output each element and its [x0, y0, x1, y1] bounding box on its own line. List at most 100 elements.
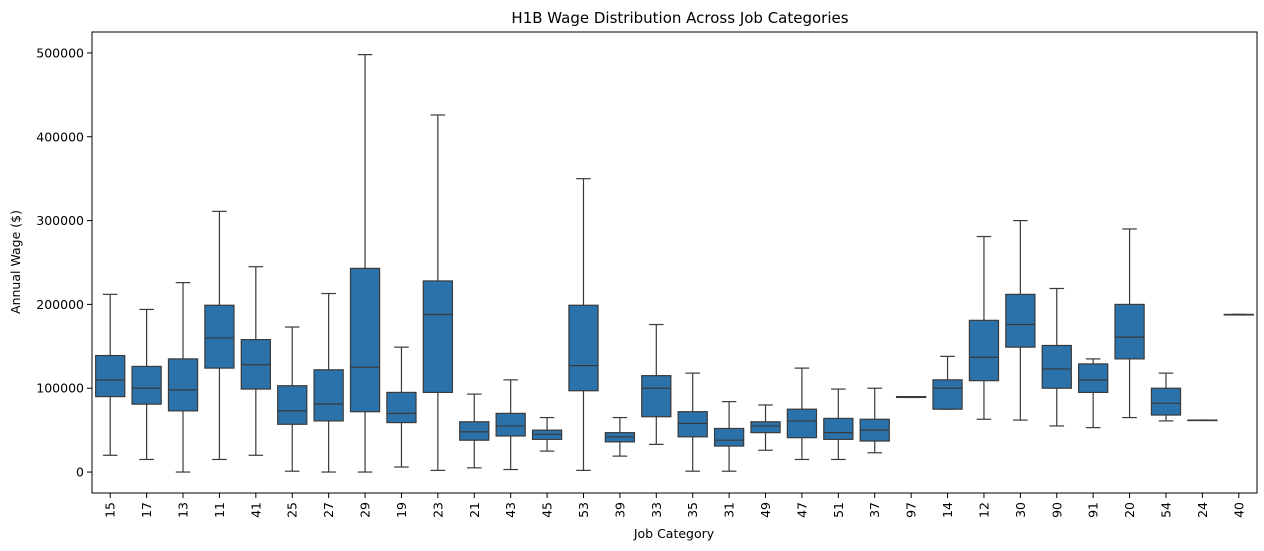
- x-tick-label: 39: [612, 502, 627, 518]
- iqr-box: [459, 421, 490, 441]
- iqr-box: [750, 421, 781, 434]
- iqr-box: [386, 391, 417, 424]
- iqr-box: [349, 267, 381, 413]
- x-tick-label: 45: [540, 502, 555, 518]
- x-tick-label: 41: [248, 502, 263, 518]
- x-tick-label: 29: [358, 502, 373, 518]
- iqr-box: [568, 304, 599, 392]
- x-tick-label: 12: [976, 502, 991, 518]
- box-25: [277, 326, 308, 472]
- iqr-box: [422, 280, 454, 394]
- box-20: [1114, 228, 1145, 419]
- box-47: [786, 367, 818, 461]
- y-tick-label: 500000: [36, 45, 84, 60]
- box-97: [895, 396, 927, 399]
- box-17: [131, 308, 162, 461]
- box-39: [604, 416, 636, 457]
- iqr-box: [131, 365, 162, 405]
- box-43: [495, 379, 526, 471]
- plot-frame: [91, 31, 1258, 494]
- y-tick-label: 300000: [36, 213, 84, 228]
- x-tick-label: 27: [321, 502, 336, 518]
- x-axis-label: Job Category: [633, 526, 715, 541]
- box-54: [1150, 372, 1182, 422]
- x-tick-label: 11: [212, 502, 227, 518]
- box-41: [240, 266, 271, 456]
- box-49: [750, 404, 781, 451]
- box-90: [1041, 287, 1072, 427]
- boxes-layer: [95, 54, 1254, 473]
- x-axis: 15 17 13 11 41 25 27 29 19 23 21 43 45 53 39 33 35 31 49 47…: [103, 493, 1246, 518]
- x-tick-label: 49: [758, 502, 773, 518]
- iqr-box: [495, 412, 526, 437]
- box-12: [968, 235, 1000, 420]
- x-tick-label: 90: [1049, 502, 1064, 518]
- box-27: [313, 292, 344, 473]
- chart-title: H1B Wage Distribution Across Job Categor…: [511, 9, 848, 27]
- y-axis-label: Annual Wage ($): [8, 210, 23, 314]
- box-91: [1078, 358, 1109, 429]
- x-tick-label: 97: [904, 502, 919, 518]
- x-tick-label: 40: [1231, 502, 1246, 518]
- box-33: [641, 323, 672, 445]
- iqr-box: [167, 358, 199, 412]
- box-31: [713, 401, 745, 472]
- iqr-box: [1150, 387, 1182, 416]
- x-tick-label: 51: [831, 502, 846, 518]
- x-tick-label: 23: [430, 502, 445, 518]
- box-19: [386, 346, 417, 468]
- box-51: [823, 388, 854, 461]
- x-tick-label: 37: [867, 502, 882, 518]
- x-tick-label: 35: [685, 502, 700, 518]
- x-tick-label: 53: [576, 502, 591, 518]
- x-tick-label: 14: [940, 502, 955, 518]
- box-45: [531, 416, 563, 452]
- y-tick-label: 100000: [36, 381, 84, 396]
- iqr-box: [1041, 344, 1072, 389]
- y-tick-label: 400000: [36, 129, 84, 144]
- x-tick-label: 17: [139, 502, 154, 518]
- iqr-box: [641, 375, 672, 418]
- box-15: [95, 293, 126, 456]
- x-tick-label: 13: [176, 502, 191, 518]
- box-11: [204, 210, 235, 461]
- box-21: [459, 393, 490, 469]
- box-23: [422, 114, 454, 471]
- x-tick-label: 20: [1122, 502, 1137, 518]
- iqr-box: [823, 417, 854, 440]
- iqr-box: [95, 354, 126, 398]
- y-tick-label: 200000: [36, 297, 84, 312]
- x-tick-label: 19: [394, 502, 409, 518]
- x-tick-label: 15: [103, 502, 118, 518]
- x-tick-label: 47: [794, 502, 809, 518]
- x-tick-label: 21: [467, 502, 482, 518]
- y-tick-label: 0: [76, 465, 84, 480]
- iqr-box: [204, 304, 235, 369]
- y-axis: 0 100000 200000 300000 400000 500000: [36, 45, 92, 480]
- x-tick-label: 30: [1013, 502, 1028, 518]
- iqr-box: [713, 427, 745, 447]
- iqr-box: [1114, 303, 1145, 360]
- x-tick-label: 91: [1086, 502, 1101, 518]
- x-tick-label: 31: [722, 502, 737, 518]
- box-13: [167, 282, 199, 473]
- box-53: [568, 178, 599, 471]
- box-37: [859, 387, 890, 454]
- box-30: [1005, 219, 1036, 421]
- box-40: [1223, 313, 1254, 316]
- iqr-box: [277, 385, 308, 425]
- iqr-box: [786, 408, 818, 439]
- x-tick-label: 43: [503, 502, 518, 518]
- iqr-box: [1078, 363, 1109, 394]
- x-tick-label: 54: [1158, 502, 1173, 518]
- x-tick-label: 25: [285, 502, 300, 518]
- box-35: [677, 372, 708, 472]
- x-tick-label: 33: [649, 502, 664, 518]
- iqr-box: [1005, 293, 1036, 348]
- iqr-box: [677, 411, 708, 438]
- iqr-box: [968, 319, 1000, 382]
- box-24: [1187, 419, 1218, 422]
- box-14: [932, 355, 963, 410]
